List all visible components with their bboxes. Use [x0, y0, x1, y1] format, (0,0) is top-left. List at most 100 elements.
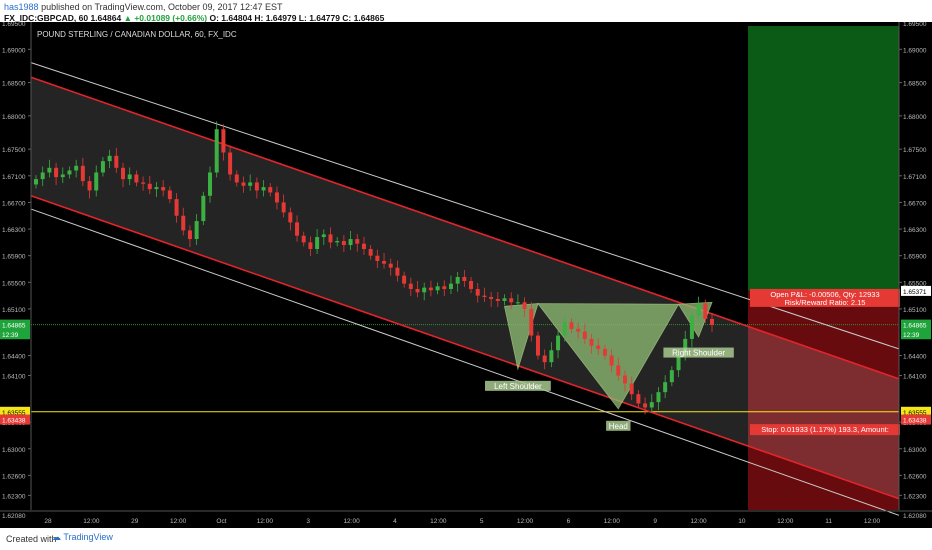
pattern-label-bg-1: [606, 420, 631, 431]
candle-body: [335, 241, 340, 243]
candle-body: [549, 350, 554, 363]
candle-body: [395, 267, 400, 276]
candle-body: [382, 261, 387, 264]
candle-body: [221, 129, 226, 153]
candle-body: [241, 182, 246, 186]
left-badge-bg: [0, 319, 30, 330]
last-price: 1.64864: [90, 13, 122, 23]
candle-body: [649, 402, 654, 408]
candle-body: [616, 365, 621, 376]
x-axis: 28 12:00 29 12:00 Oct 12:00 3 12:00 4 12:00 5 12:00…: [0, 510, 932, 525]
x-tick-label: 12:00: [257, 518, 274, 525]
candle-body: [582, 331, 587, 339]
candle-body: [254, 182, 259, 191]
publish-text: published on TradingView.com, October 09…: [41, 2, 283, 12]
candle-body: [589, 338, 594, 346]
candle-body: [295, 222, 300, 236]
x-tick-label: 12:00: [777, 518, 794, 525]
x-tick-label: 12:00: [690, 518, 707, 525]
x-tick-label: 9: [653, 518, 657, 525]
candle-body: [643, 403, 648, 408]
candle-body: [495, 298, 500, 301]
y-axes: 1.69000 1.69000 1.68500 1.68500 1.68000 1.680…: [2, 21, 927, 520]
candle-body: [462, 276, 467, 281]
candle-body: [341, 241, 346, 246]
right-tick-label: 1.65100: [903, 307, 927, 314]
candle-body: [100, 161, 105, 173]
left-badge-label: 12:39: [2, 332, 19, 339]
candle-body: [609, 355, 614, 366]
candle-body: [556, 335, 561, 351]
candle-body: [67, 170, 72, 175]
right-tick-label: 1.68500: [903, 81, 927, 88]
right-badge-bg: [901, 285, 931, 296]
candle-body: [522, 302, 527, 309]
left-tick-label: 1.65900: [2, 254, 26, 261]
candle-body: [141, 182, 146, 184]
left-tick-label: 1.62300: [2, 493, 26, 500]
left-tick-label: 1.64400: [2, 354, 26, 361]
x-tick-label: 12:00: [864, 518, 881, 525]
candle-body: [569, 322, 574, 329]
x-tick-label: 3: [306, 518, 310, 525]
candle-body: [629, 383, 634, 395]
right-badge-bg: [901, 319, 931, 330]
candle-body: [174, 199, 179, 216]
right-tick-top: 1.69500: [903, 22, 927, 28]
x-tick-label: 29: [131, 518, 139, 525]
left-tick-label: 1.65100: [2, 307, 26, 314]
candle-body: [234, 174, 239, 183]
candle-body: [435, 286, 440, 291]
channel-fill: [31, 77, 899, 499]
candle-body: [348, 239, 353, 246]
candle-body: [676, 355, 681, 371]
candle-body: [34, 179, 38, 185]
candle-body: [54, 167, 59, 178]
chart-area[interactable]: Left Shoulder Head Right Shoulder Open P&L:…: [0, 21, 932, 528]
candle-body: [368, 249, 373, 256]
candle-body: [187, 230, 192, 240]
x-tick-label: 12:00: [170, 518, 187, 525]
candle-body: [107, 155, 112, 162]
right-tick-bottom: 1.62080: [903, 513, 927, 520]
position-info-box: [750, 288, 900, 307]
x-tick-label: 6: [567, 518, 571, 525]
x-tick-label: 10: [738, 518, 746, 525]
author-link[interactable]: has1988: [4, 2, 39, 12]
publish-info: has1988 published on TradingView.com, Oc…: [4, 2, 283, 12]
stop-zone: [748, 290, 899, 510]
ohlc-values: O: 1.64804 H: 1.64979 L: 1.64779 C: 1.64…: [209, 13, 385, 23]
candle-body: [248, 182, 253, 186]
brand-label: TradingView: [63, 532, 113, 542]
right-tick-label: 1.64100: [903, 374, 927, 381]
candle-body: [475, 288, 480, 296]
left-badge-bg: [0, 329, 30, 340]
candle-body: [535, 335, 540, 356]
risk-reward-text: Risk/Reward Ratio: 2.15: [785, 298, 866, 307]
right-tick-label: 1.67500: [903, 147, 927, 154]
candle-body: [315, 237, 320, 250]
pattern-label-1: Head: [609, 422, 628, 431]
price-chart[interactable]: Left Shoulder Head Right Shoulder Open P&L:…: [0, 21, 932, 528]
right-tick-label: 1.62300: [903, 493, 927, 500]
left-tick-label: 1.68500: [2, 81, 26, 88]
candle-body: [622, 375, 627, 384]
candle-body: [542, 355, 547, 363]
left-tick-label: 1.66700: [2, 200, 26, 207]
tradingview-logo[interactable]: ☁ TradingView: [52, 532, 113, 542]
candle-body: [181, 215, 186, 231]
candle-body: [489, 296, 494, 299]
channel-line-2: [30, 195, 900, 500]
right-tick-label: 1.66700: [903, 200, 927, 207]
candle-body: [301, 235, 306, 243]
left-badge-label: 1.64865: [2, 323, 26, 330]
right-badge-label: 12:39: [903, 332, 920, 339]
pattern-triangle-1: [537, 303, 680, 410]
x-tick-label: 12:00: [83, 518, 100, 525]
pattern-label-bg-0: [485, 380, 551, 391]
candle-body: [208, 172, 213, 196]
left-tick-label: 1.65500: [2, 280, 26, 287]
right-tick-label: 1.65500: [903, 280, 927, 287]
candle-body: [60, 174, 65, 178]
candle-body: [710, 318, 714, 325]
